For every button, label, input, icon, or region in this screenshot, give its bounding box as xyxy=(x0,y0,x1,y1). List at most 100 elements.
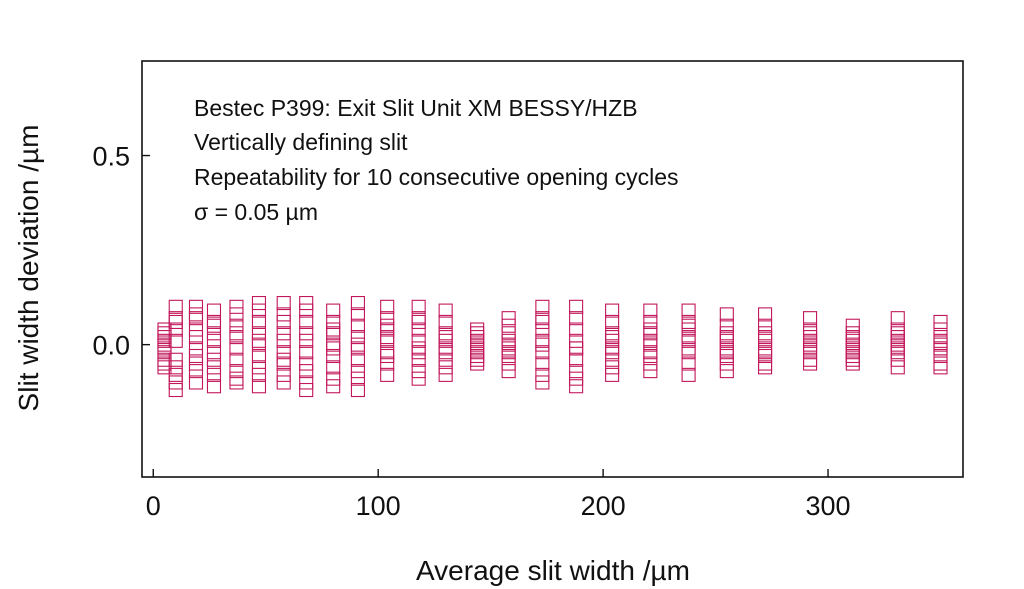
data-point-marker xyxy=(845,318,860,333)
data-point-marker xyxy=(643,345,658,360)
data-point-marker xyxy=(605,303,620,318)
data-point-marker xyxy=(251,379,267,394)
data-point-marker xyxy=(350,337,365,352)
data-point-marker xyxy=(229,326,244,341)
data-point-marker xyxy=(933,360,948,375)
data-point-marker xyxy=(380,367,395,382)
data-point-marker xyxy=(276,375,291,390)
data-point-marker xyxy=(206,318,222,333)
data-point-marker xyxy=(411,371,426,386)
data-point-marker xyxy=(380,299,395,314)
data-point-marker xyxy=(933,333,948,348)
data-point-marker xyxy=(470,348,485,364)
data-point-marker xyxy=(251,295,267,311)
data-point-marker xyxy=(251,303,267,318)
data-point-marker xyxy=(933,341,948,356)
data-point-marker xyxy=(206,379,222,394)
data-point-marker xyxy=(276,326,291,341)
data-point-marker xyxy=(719,364,734,379)
data-point-marker xyxy=(251,360,267,375)
x-tick-label: 200 xyxy=(581,491,626,521)
data-point-marker xyxy=(890,333,905,348)
data-point-marker xyxy=(411,345,426,360)
data-point-marker xyxy=(569,333,584,348)
data-point-marker xyxy=(157,356,172,371)
data-point-marker xyxy=(438,360,453,375)
data-point-marker xyxy=(933,314,948,329)
data-point-marker xyxy=(643,356,658,371)
data-point-marker xyxy=(276,345,291,360)
data-point-marker xyxy=(411,333,426,348)
data-point-marker xyxy=(802,341,818,356)
data-point-marker xyxy=(229,318,244,333)
data-point-marker xyxy=(229,364,244,379)
data-point-marker xyxy=(681,303,696,318)
data-point-marker xyxy=(681,341,696,356)
data-point-marker xyxy=(326,322,341,337)
data-point-marker xyxy=(206,333,222,348)
data-point-marker xyxy=(251,348,267,364)
data-point-marker xyxy=(380,318,395,333)
data-point-marker xyxy=(380,311,395,326)
data-point-marker xyxy=(299,364,314,379)
data-point-marker xyxy=(350,295,365,311)
data-point-marker xyxy=(188,322,204,337)
data-point-marker xyxy=(299,375,314,390)
data-point-marker xyxy=(535,337,550,352)
data-point-marker xyxy=(758,318,773,333)
data-point-marker xyxy=(157,333,172,348)
data-point-marker xyxy=(845,337,860,352)
data-point-marker xyxy=(643,314,658,329)
data-point-marker xyxy=(206,367,222,382)
data-point-marker xyxy=(890,341,905,356)
data-point-marker xyxy=(438,352,453,367)
data-point-marker xyxy=(605,367,620,382)
data-point-marker xyxy=(681,356,696,371)
data-point-marker xyxy=(350,371,365,386)
plot-area-frame xyxy=(141,60,964,478)
data-point-marker xyxy=(326,371,341,386)
data-point-marker xyxy=(605,330,620,345)
data-point-marker xyxy=(569,299,584,314)
data-point-marker xyxy=(719,356,734,371)
data-point-marker xyxy=(890,311,905,326)
y-tick-label: 0.5 xyxy=(92,142,130,172)
data-point-marker xyxy=(719,330,734,345)
data-point-marker xyxy=(411,352,426,367)
data-point-marker xyxy=(681,330,696,345)
data-point-marker xyxy=(438,367,453,382)
x-tick-label: 100 xyxy=(356,491,401,521)
data-point-marker xyxy=(802,326,818,341)
data-point-marker xyxy=(206,360,222,375)
data-point-marker xyxy=(719,345,734,360)
data-point-marker xyxy=(681,367,696,382)
data-point-marker xyxy=(535,299,550,314)
data-point-marker xyxy=(569,364,584,379)
data-point-marker xyxy=(380,330,395,345)
data-point-marker xyxy=(229,371,244,386)
data-point-marker xyxy=(299,314,314,329)
data-point-marker xyxy=(890,360,905,375)
x-tick-label: 0 xyxy=(146,491,161,521)
data-point-marker xyxy=(251,326,267,341)
data-point-marker xyxy=(802,356,818,371)
data-point-marker xyxy=(188,348,204,364)
data-point-marker xyxy=(845,352,860,367)
data-point-marker xyxy=(326,360,341,375)
data-point-marker xyxy=(276,352,291,367)
data-point-marker xyxy=(438,330,453,345)
data-point-marker xyxy=(188,299,204,314)
data-point-marker xyxy=(350,330,365,345)
data-point-marker xyxy=(411,299,426,314)
data-point-marker xyxy=(643,333,658,348)
annotation-line-4: σ = 0.05 µm xyxy=(194,199,318,225)
data-point-marker xyxy=(535,322,550,337)
data-point-marker xyxy=(681,318,696,333)
data-point-marker xyxy=(380,348,395,364)
annotation-line-3: Repeatability for 10 consecutive opening… xyxy=(194,164,679,190)
data-point-marker xyxy=(299,333,314,348)
data-point-marker xyxy=(326,348,341,364)
data-point-marker xyxy=(251,367,267,382)
data-point-marker xyxy=(380,356,395,371)
data-point-marker xyxy=(157,326,172,341)
